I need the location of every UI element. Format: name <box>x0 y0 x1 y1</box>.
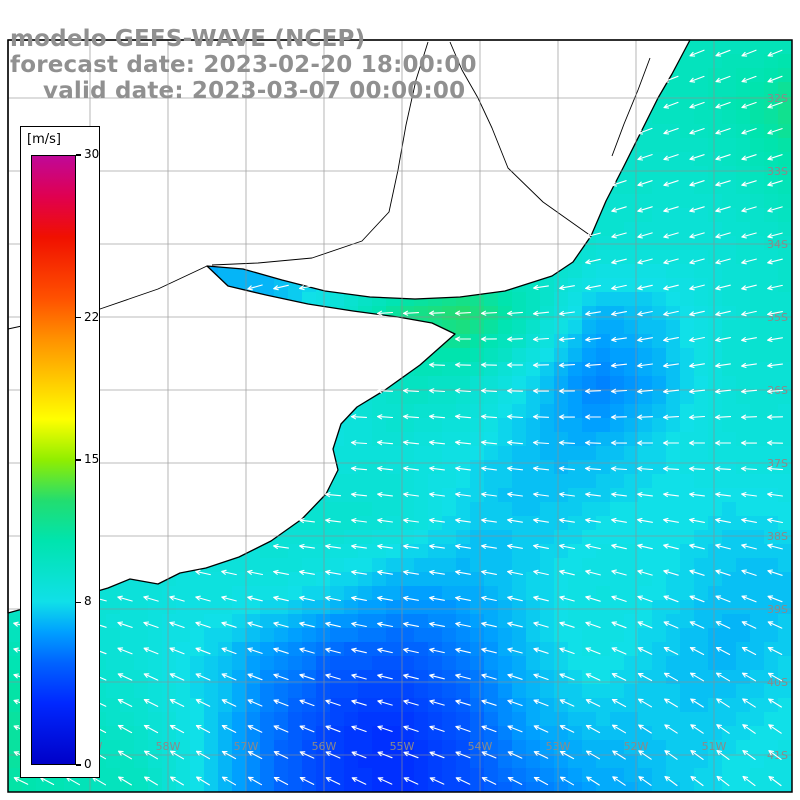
colorbar-tick-label: 0 <box>84 757 92 771</box>
model-title: modelo GEFS-WAVE (NCEP) <box>10 26 366 52</box>
colorbar-tick-mark <box>76 764 81 766</box>
lat-tick-label: 40S <box>767 676 788 689</box>
colorbar-tick-mark <box>76 459 81 461</box>
forecast-date: forecast date: 2023-02-20 18:00:00 <box>10 52 477 78</box>
lon-tick-label: 52W <box>624 740 649 753</box>
lat-tick-label: 35S <box>767 311 788 324</box>
colorbar-tick-label: 22 <box>84 309 100 324</box>
lat-tick-label: 38S <box>767 530 788 543</box>
colorbar-unit-label: [m/s] <box>27 132 61 147</box>
lon-tick-label: 56W <box>312 740 337 753</box>
wind-direction-arrows <box>13 49 784 787</box>
lon-tick-label: 55W <box>390 740 415 753</box>
colorbar-gradient <box>31 155 76 765</box>
colorbar: [m/s] 30 22 15 8 0 <box>20 126 100 778</box>
map-frame-border <box>7 39 793 793</box>
colorbar-tick-mark <box>76 316 81 319</box>
lat-tick-label: 37S <box>767 457 788 470</box>
colorbar-ticks: 30 22 15 8 0 <box>21 127 99 777</box>
colorbar-tick-mark <box>76 601 81 604</box>
lat-tick-label: 39S <box>767 603 788 616</box>
lon-tick-label: 53W <box>546 740 571 753</box>
colorbar-tick-mark <box>76 154 81 156</box>
lon-tick-label: 54W <box>468 740 493 753</box>
lat-tick-label: 32S <box>767 92 788 105</box>
lat-tick-label: 33S <box>767 165 788 178</box>
axis-tick-labels: 59W58W57W56W55W54W53W52W51W32S33S34S35S3… <box>78 92 788 762</box>
header: modelo GEFS-WAVE (NCEP) forecast date: 2… <box>10 26 477 104</box>
lon-tick-label: 57W <box>234 740 259 753</box>
lat-tick-label: 34S <box>767 238 788 251</box>
lon-tick-label: 58W <box>156 740 181 753</box>
lat-tick-label: 41S <box>767 749 788 762</box>
colorbar-tick-label: 15 <box>84 452 100 466</box>
colorbar-tick-label: 30 <box>84 147 100 161</box>
lon-tick-label: 51W <box>702 740 727 753</box>
valid-date: valid date: 2023-03-07 00:00:00 <box>43 78 466 104</box>
colorbar-tick-label: 8 <box>84 594 92 609</box>
